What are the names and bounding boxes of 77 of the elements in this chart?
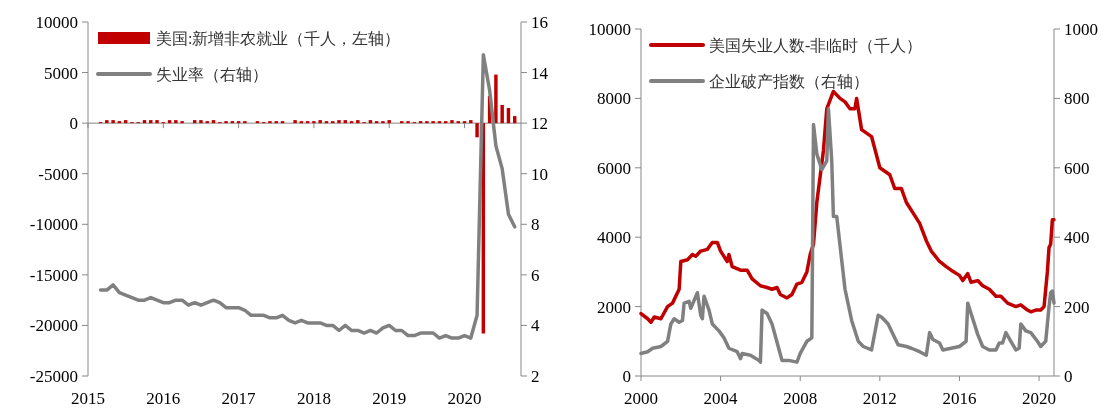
y2-tick-label: 14	[531, 63, 549, 83]
y2-tick-label: 16	[531, 13, 548, 32]
y-tick-label: -20000	[29, 316, 78, 336]
x-tick-label: 2012	[862, 389, 897, 408]
bar	[123, 120, 128, 124]
x-tick-label: 2020	[1022, 389, 1057, 408]
y-tick-label: 6000	[597, 158, 631, 178]
x-tick-label: 2015	[71, 389, 105, 408]
x-tick-label: 2016	[942, 389, 977, 408]
bar	[211, 120, 216, 124]
bar	[174, 120, 178, 124]
y-tick-label: 4000	[597, 228, 631, 248]
bar	[500, 104, 504, 124]
y-tick-label: 8000	[597, 89, 631, 109]
bar	[224, 121, 228, 124]
legend-label: 失业率（右轴）	[156, 66, 268, 83]
bar	[111, 120, 115, 124]
bar	[268, 121, 272, 124]
y-tick-label: 2000	[597, 297, 631, 317]
y2-tick-label: 2	[531, 367, 540, 386]
x-tick-label: 2008	[783, 389, 818, 408]
bar	[494, 74, 498, 124]
bar	[381, 121, 385, 124]
y2-tick-label: 400	[1064, 228, 1090, 248]
bar	[356, 120, 360, 124]
y-tick-label: 10000	[588, 20, 631, 39]
bar	[293, 120, 297, 124]
bar	[475, 123, 479, 138]
bar	[318, 120, 322, 124]
bar	[142, 120, 147, 124]
bar	[431, 121, 435, 124]
y-tick-label: -25000	[29, 367, 78, 386]
legend-label: 美国:新增非农就业（千人，左轴）	[156, 30, 401, 47]
y2-tick-label: 200	[1064, 297, 1090, 317]
bar	[450, 120, 454, 124]
x-tick-label: 2019	[372, 389, 407, 408]
bar	[180, 121, 184, 124]
y-tick-label: -10000	[29, 215, 78, 235]
x-tick-label: 2004	[703, 389, 739, 408]
y2-tick-label: 12	[531, 114, 548, 134]
bar	[469, 120, 473, 124]
legend-label: 企业破产指数（右轴）	[709, 73, 869, 90]
bar	[312, 121, 316, 124]
y-tick-label: 0	[622, 367, 631, 386]
y-tick-label: 10000	[35, 13, 78, 32]
y-tick-label: -15000	[29, 265, 78, 285]
bar	[337, 120, 341, 124]
x-tick-label: 2016	[146, 389, 181, 408]
bar	[387, 120, 391, 124]
y2-tick-label: 10	[531, 164, 548, 184]
y-tick-label: 5000	[44, 63, 78, 83]
bar	[406, 121, 410, 124]
bar	[149, 120, 153, 124]
bar	[199, 120, 203, 124]
y2-tick-label: 4	[531, 316, 540, 336]
y-tick-label: 0	[69, 114, 78, 134]
bar	[243, 121, 247, 124]
y2-tick-label: 800	[1064, 89, 1090, 109]
bar	[343, 120, 348, 124]
x-tick-label: 2018	[296, 389, 331, 408]
bar	[105, 120, 109, 124]
y-tick-label: -5000	[38, 164, 78, 184]
y2-tick-label: 1000	[1064, 20, 1098, 39]
y2-tick-label: 600	[1064, 158, 1090, 178]
bar	[192, 120, 197, 124]
y2-tick-label: 8	[531, 215, 540, 235]
x-tick-label: 2020	[447, 389, 482, 408]
y2-tick-label: 6	[531, 265, 540, 285]
legend-label: 美国失业人数-非临时（千人）	[709, 37, 923, 54]
y2-tick-label: 0	[1064, 367, 1073, 386]
bar	[155, 120, 159, 124]
bar	[425, 121, 429, 124]
x-tick-label: 2017	[221, 389, 257, 408]
bar	[167, 120, 172, 124]
x-tick-label: 2000	[624, 389, 658, 408]
bar	[368, 120, 373, 124]
line-series	[639, 89, 1056, 324]
